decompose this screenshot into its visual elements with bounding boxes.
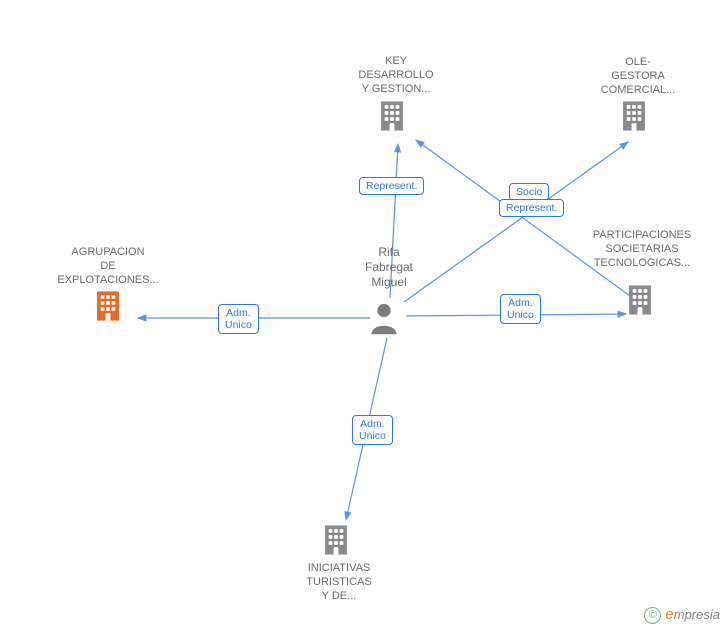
building-icon (625, 283, 655, 317)
edge-label: Adm. Unico (500, 294, 541, 324)
node-label-part: PARTICIPACIONES SOCIETARIAS TECNOLOGICAS… (575, 229, 709, 270)
edge-label: Adm. Unico (352, 415, 393, 445)
edge-label: Represent. (359, 177, 424, 195)
edge-line (404, 142, 628, 302)
center-node-label: Rifa Fabregat Miguel (360, 245, 418, 290)
building-icon (321, 523, 351, 557)
node-label-key: KEY DESARROLLO Y GESTION... (350, 55, 442, 96)
building-icon (377, 99, 407, 133)
building-icon (93, 289, 123, 323)
node-label-ini: INICIATIVAS TURISTICAS Y DE... (299, 562, 379, 603)
watermark: ©empresia (644, 606, 720, 624)
brand-initial: e (665, 606, 673, 623)
node-label-agr: AGRUPACION DE EXPLOTACIONES... (48, 246, 168, 287)
building-icon (619, 99, 649, 133)
brand-rest: mpresia (674, 607, 720, 622)
edge-label: Adm. Unico (218, 304, 259, 334)
edge-label: Represent. (499, 199, 564, 217)
node-label-ole: OLE- GESTORA COMERCIAL... (597, 56, 679, 97)
person-icon (369, 301, 399, 335)
copyright-icon: © (644, 607, 661, 624)
